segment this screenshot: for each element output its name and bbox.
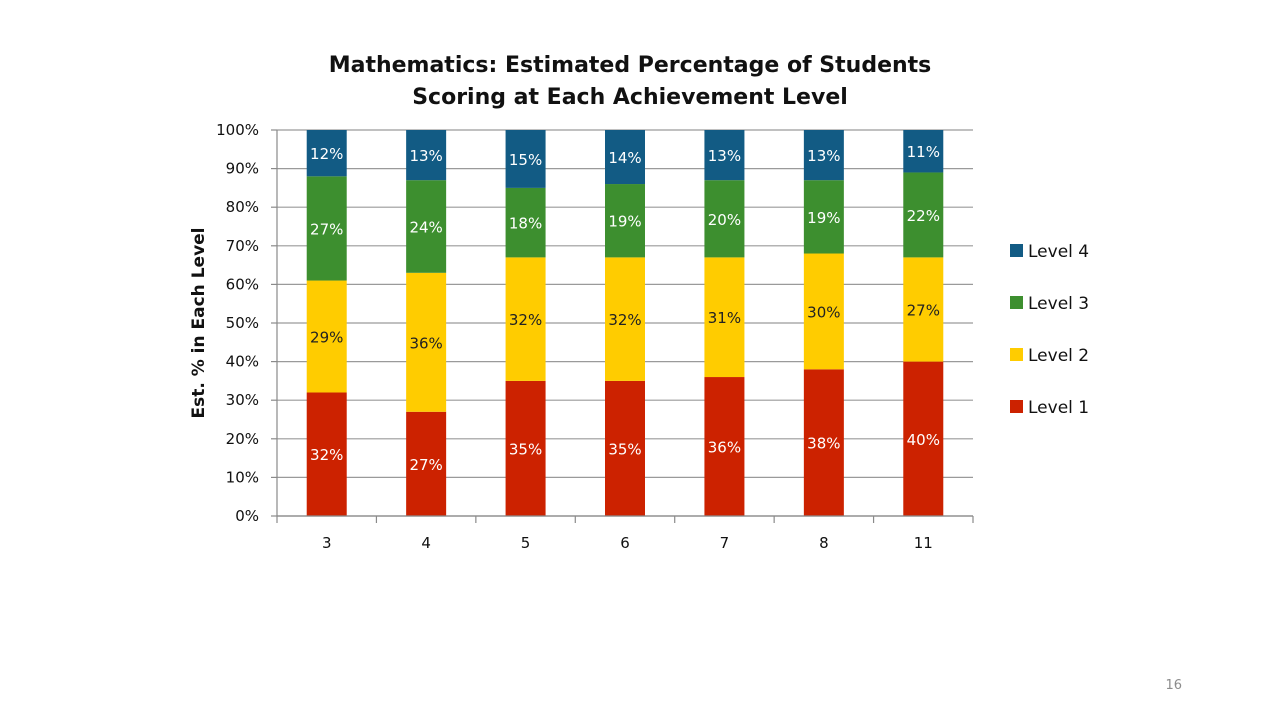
y-axis-title: Est. % in Each Level [189,227,209,418]
data-label: 12% [310,145,343,163]
bar-segment [803,369,844,516]
bar-segment [306,280,347,393]
bar-segment [903,130,944,173]
bar-segment [803,253,844,370]
bar-segment [306,130,347,177]
data-label: 27% [409,456,442,474]
bar-segment [406,130,447,181]
bar-segment [605,380,645,516]
legend-label: Level 4 [1028,242,1089,262]
legend-swatch [1010,296,1023,309]
data-label: 24% [409,219,442,237]
bar-segment [704,130,745,181]
bar-segment [704,257,745,378]
bar-segment [505,380,546,516]
data-label: 13% [409,147,442,165]
data-label: 40% [907,431,940,449]
y-tick-label: 0% [235,507,259,525]
chart-title: Mathematics: Estimated Percentage of Stu… [280,50,980,114]
legend-label: Level 1 [1028,398,1089,418]
x-tick-label: 7 [720,534,730,552]
data-label: 13% [807,147,840,165]
bar-segment [406,272,447,412]
x-tick-label: 5 [521,534,531,552]
data-label: 35% [608,440,641,458]
data-label: 29% [310,329,343,347]
y-tick-label: 60% [226,275,259,293]
chart-title-line-1: Mathematics: Estimated Percentage of Stu… [328,53,932,78]
data-label: 27% [310,220,343,238]
x-tick-label: 4 [421,534,431,552]
data-label: 19% [807,209,840,227]
data-label: 32% [509,311,542,329]
legend-swatch [1010,244,1023,257]
bar-segment [505,257,546,381]
data-label: 27% [907,301,940,319]
legend-label: Level 3 [1028,294,1089,314]
bar-segment [406,411,447,516]
y-tick-label: 90% [226,160,259,178]
data-label: 11% [907,143,940,161]
x-tick-label: 8 [819,534,829,552]
bar-segment [605,184,645,258]
y-tick-label: 50% [226,314,259,332]
bar-segment [704,377,745,516]
bar-segment [505,187,546,258]
x-tick-label: 3 [322,534,332,552]
y-tick-label: 20% [226,430,259,448]
data-label: 18% [509,215,542,233]
legend-label: Level 2 [1028,346,1089,366]
x-tick-label: 6 [620,534,630,552]
bar-segment [406,180,447,273]
y-tick-label: 40% [226,353,259,371]
data-label: 38% [807,435,840,453]
data-label: 31% [708,309,741,327]
data-label: 36% [409,334,442,352]
legend-swatch [1010,348,1023,361]
y-tick-label: 30% [226,391,259,409]
x-tick-label: 11 [914,534,933,552]
data-label: 30% [807,303,840,321]
data-label: 20% [708,211,741,229]
data-label: 14% [608,149,641,167]
data-label: 22% [907,207,940,225]
data-label: 15% [509,151,542,169]
bar-segment [704,180,745,258]
y-tick-label: 100% [216,121,259,139]
bar-segment [803,130,844,181]
bar-segment [306,176,347,281]
bar-segment [605,257,645,381]
data-label: 32% [608,311,641,329]
bar-segment [903,361,944,516]
bar-segment [306,392,347,516]
page-number: 16 [1165,678,1182,693]
data-label: 36% [708,439,741,457]
chart-title-line-2: Scoring at Each Achievement Level [412,85,848,110]
data-label: 13% [708,147,741,165]
y-tick-label: 10% [226,468,259,486]
data-label: 19% [608,213,641,231]
bar-segment [505,130,546,188]
bar-segment [803,180,844,254]
y-tick-label: 70% [226,237,259,255]
data-label: 32% [310,446,343,464]
bar-segment [605,130,645,185]
bar-segment [903,257,944,362]
y-tick-label: 80% [226,198,259,216]
legend-swatch [1010,400,1023,413]
bar-segment [903,172,944,258]
data-label: 35% [509,440,542,458]
